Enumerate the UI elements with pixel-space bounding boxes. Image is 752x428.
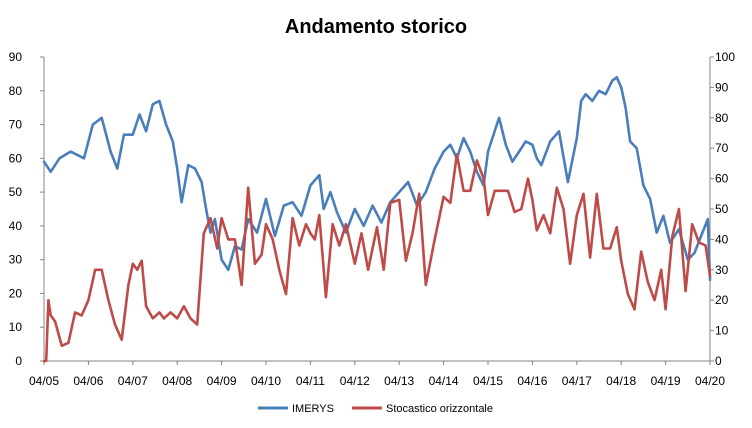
x-tick-label: 04/15 [473, 374, 503, 388]
y-right-tick-label: 20 [715, 293, 729, 307]
y-right-tick-label: 10 [715, 324, 729, 338]
series-line-stocastico [42, 153, 712, 363]
x-tick-label: 04/05 [29, 374, 59, 388]
y-right-tick-label: 40 [715, 232, 729, 246]
y-left-tick-label: 60 [9, 151, 23, 165]
y-right-tick-label: 80 [715, 111, 729, 125]
x-tick-label: 04/10 [251, 374, 281, 388]
y-right-tick-label: 90 [715, 80, 729, 94]
y-left-tick-label: 90 [9, 50, 23, 64]
y-left-tick-label: 80 [9, 84, 23, 98]
y-left-tick-label: 10 [9, 320, 23, 334]
y-left-tick-label: 30 [9, 253, 23, 267]
y-left-tick-label: 0 [15, 354, 22, 368]
x-tick-label: 04/16 [517, 374, 547, 388]
y-right-tick-label: 50 [715, 202, 729, 216]
x-tick-label: 04/13 [384, 374, 414, 388]
x-tick-label: 04/12 [340, 374, 370, 388]
chart-title: Andamento storico [285, 16, 467, 38]
y-left-tick-label: 20 [9, 286, 23, 300]
y-right-tick-label: 60 [715, 172, 729, 186]
y-left-tick-label: 50 [9, 185, 23, 199]
legend-label: Stocastico orizzontale [386, 403, 493, 415]
y-right-tick-label: 0 [715, 354, 722, 368]
x-tick-label: 04/07 [118, 374, 148, 388]
axes: 0 10 20 30 40 50 60 70 80 90 0 10 20 30 40 50 60 70 80 90 10… [9, 50, 736, 388]
series-line-imerys [42, 76, 712, 282]
legend-label: IMERYS [292, 403, 334, 415]
y-left-tick-label: 70 [9, 118, 23, 132]
x-tick-label: 04/18 [606, 374, 636, 388]
legend: IMERYS Stocastico orizzontale [258, 403, 493, 415]
y-right-tick-label: 100 [715, 50, 735, 64]
y-left-tick-label: 40 [9, 219, 23, 233]
x-tick-label: 04/09 [207, 374, 237, 388]
x-tick-label: 04/17 [562, 374, 592, 388]
x-tick-label: 04/19 [651, 374, 681, 388]
x-tick-label: 04/06 [73, 374, 103, 388]
x-tick-label: 04/20 [695, 374, 725, 388]
x-tick-label: 04/08 [162, 374, 192, 388]
x-tick-label: 04/14 [429, 374, 459, 388]
series-layer [42, 76, 712, 363]
y-right-tick-label: 70 [715, 141, 729, 155]
x-tick-label: 04/11 [296, 374, 325, 388]
y-right-tick-label: 30 [715, 263, 729, 277]
